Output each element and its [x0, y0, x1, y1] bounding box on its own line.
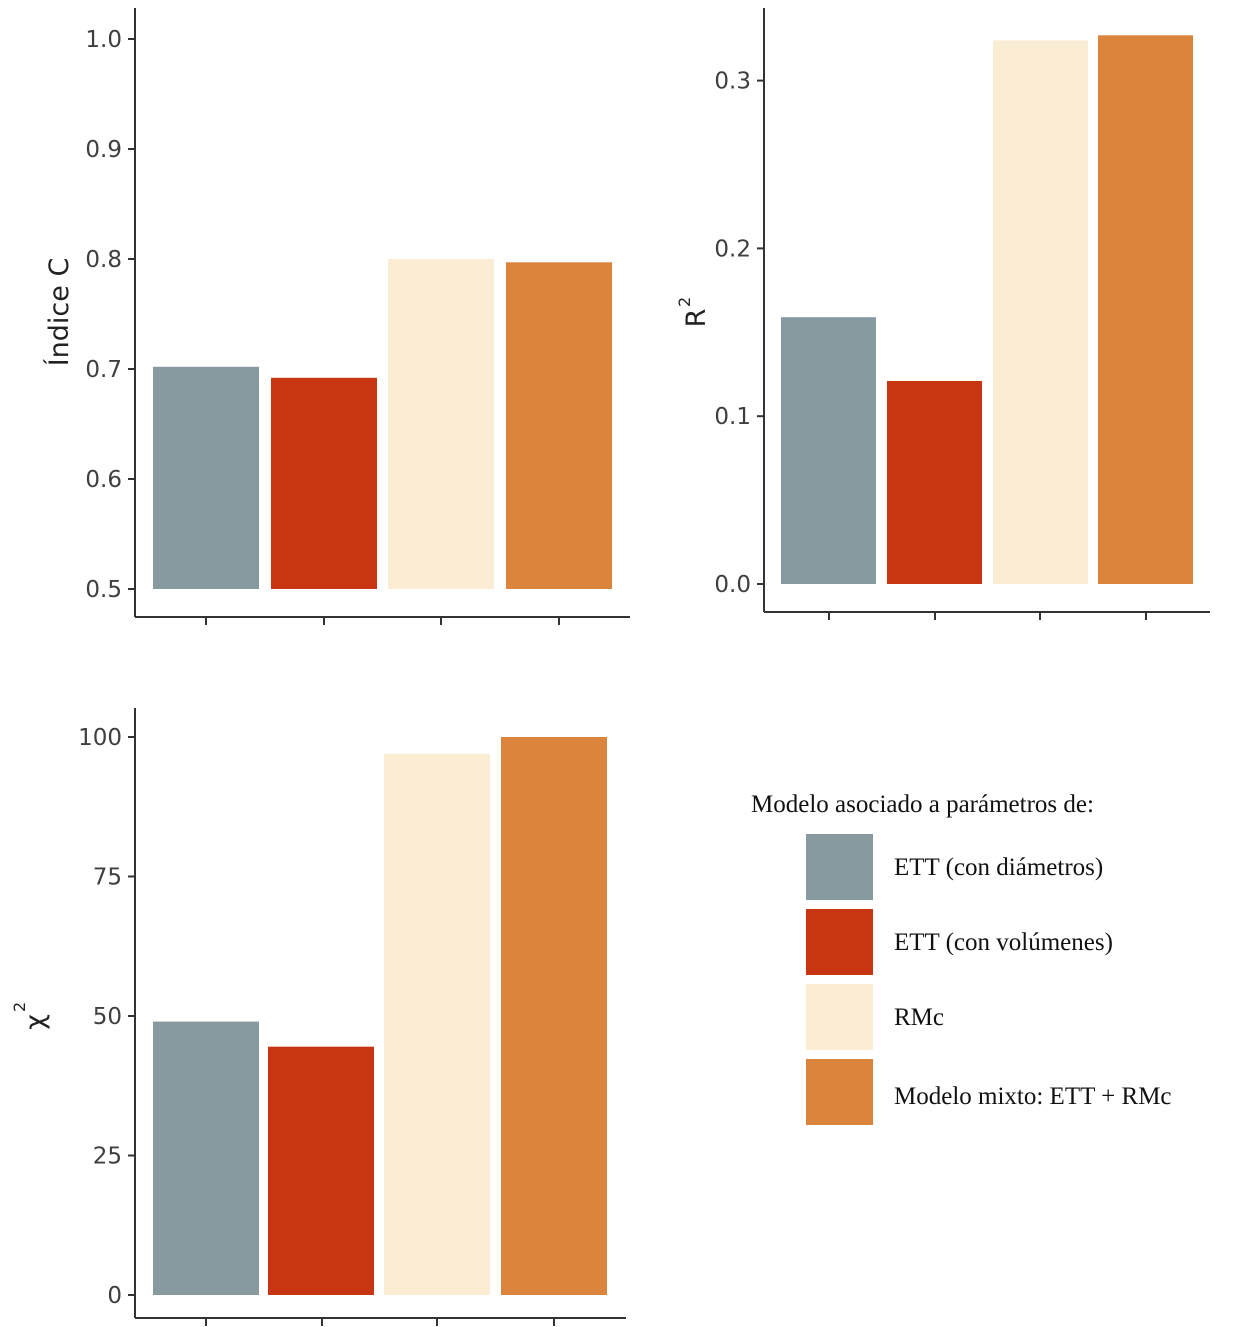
panel-chi-squared: 0 25 50 75 100 χ 2 — [10, 708, 626, 1326]
y-tick-label: 0 — [107, 1283, 122, 1309]
axes-group: 0.5 0.6 0.7 0.8 0.9 1.0 — [85, 8, 630, 625]
bar-3 — [993, 40, 1088, 584]
y-axis-title-superscript: 2 — [675, 297, 694, 307]
legend-swatch-rmc — [806, 984, 873, 1050]
y-tick-label: 0.3 — [714, 69, 751, 95]
y-tick-label: 0.2 — [714, 236, 751, 262]
legend-label-modelo-mixto: Modelo mixto: ETT + RMc — [894, 1083, 1172, 1110]
legend-label-ett-volumenes: ETT (con volúmenes) — [894, 929, 1113, 956]
panel-indice-c: 0.5 0.6 0.7 0.8 0.9 1.0 Índice C — [43, 8, 630, 625]
bar-4 — [506, 262, 612, 589]
y-tick-label: 0.9 — [85, 137, 122, 163]
y-axis-title: χ — [20, 1014, 51, 1030]
y-tick-label: 100 — [78, 725, 122, 751]
legend-swatch-ett-diametros — [806, 834, 873, 900]
y-tick-label: 0.5 — [85, 577, 122, 603]
legend-swatch-modelo-mixto — [806, 1059, 873, 1125]
legend-swatch-ett-volumenes — [806, 909, 873, 975]
y-tick-label: 0.0 — [714, 572, 751, 598]
y-tick-label: 0.7 — [85, 357, 122, 383]
y-tick-label: 0.1 — [714, 404, 751, 430]
bar-4 — [1098, 35, 1193, 584]
y-tick-label: 75 — [93, 865, 122, 891]
bar-4 — [501, 737, 607, 1295]
bar-1 — [153, 1021, 259, 1295]
axes-group: 0 25 50 75 100 — [78, 708, 626, 1326]
legend-title: Modelo asociado a parámetros de: — [751, 791, 1094, 818]
bar-2 — [268, 1046, 374, 1295]
y-axis-title-group: χ 2 — [10, 1002, 51, 1030]
bar-1 — [153, 366, 259, 589]
bars-group — [781, 35, 1193, 584]
y-tick-label: 25 — [93, 1144, 122, 1170]
legend: Modelo asociado a parámetros de: ETT (co… — [751, 791, 1172, 1125]
y-tick-label: 0.6 — [85, 467, 122, 493]
y-tick-label: 50 — [93, 1004, 122, 1030]
bar-1 — [781, 317, 876, 584]
bars-group — [153, 737, 607, 1295]
panel-r-squared: 0.0 0.1 0.2 0.3 R 2 — [675, 8, 1210, 620]
y-axis-title-group: R 2 — [675, 297, 712, 328]
bar-3 — [384, 753, 490, 1295]
y-axis-title: R — [681, 309, 712, 328]
legend-label-ett-diametros: ETT (con diámetros) — [894, 854, 1103, 881]
bar-2 — [271, 377, 377, 589]
y-tick-label: 1.0 — [85, 27, 122, 53]
y-axis-title: Índice C — [43, 258, 75, 367]
axes-group: 0.0 0.1 0.2 0.3 — [714, 8, 1210, 620]
bar-3 — [388, 259, 494, 589]
y-tick-label: 0.8 — [85, 247, 122, 273]
bar-2 — [887, 380, 982, 584]
bars-group — [153, 259, 612, 589]
y-axis-title-superscript: 2 — [10, 1002, 29, 1012]
legend-label-rmc: RMc — [894, 1004, 944, 1031]
